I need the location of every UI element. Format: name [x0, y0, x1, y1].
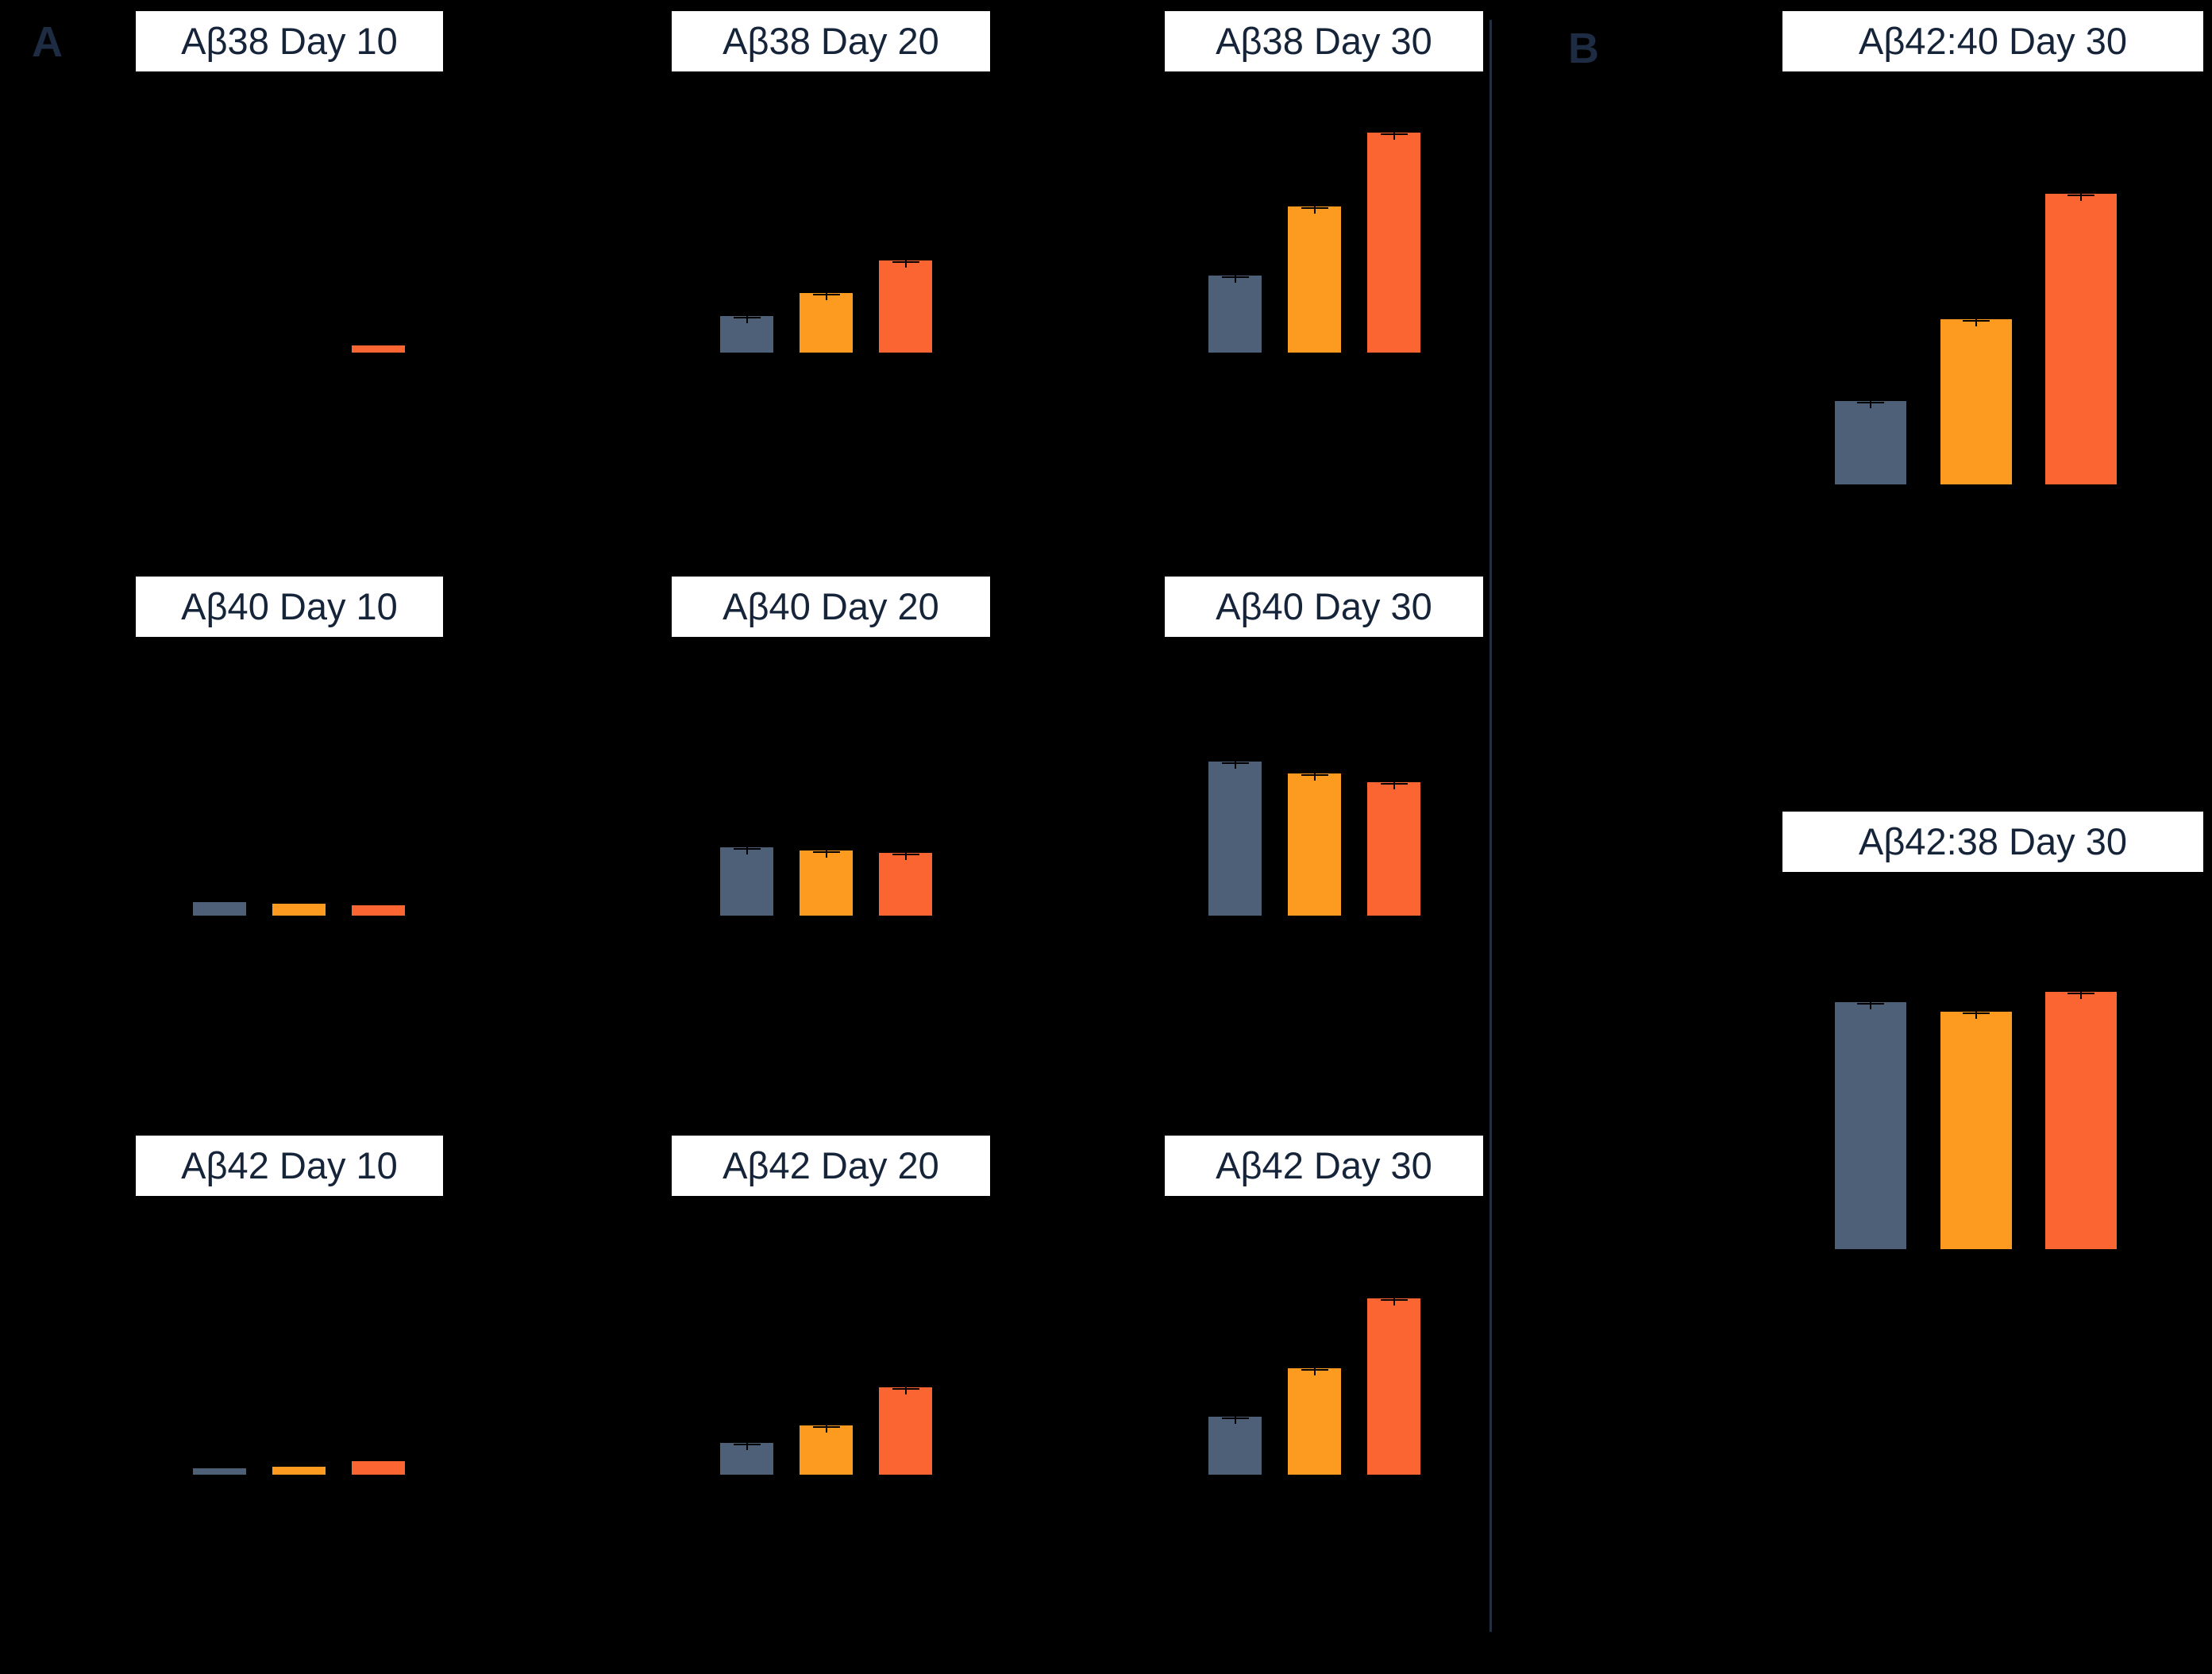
panel-title-ab38-day20: Aβ38 Day 20: [672, 11, 990, 71]
error-bar-cap: [812, 294, 840, 295]
error-bar-tick: [904, 853, 907, 860]
error-bar-cap: [1221, 1418, 1249, 1419]
error-bar-cap: [1963, 320, 1990, 322]
error-bar-tick: [825, 850, 827, 858]
panel-title-ab42-day10: Aβ42 Day 10: [136, 1136, 443, 1196]
error-bar-cap: [1301, 1369, 1328, 1371]
bar-red-orange-bar-panel4: [879, 853, 932, 916]
error-bar-tick: [1870, 1002, 1871, 1009]
error-bar-cap: [812, 1426, 840, 1428]
panel-title-ab38-day30: Aβ38 Day 30: [1165, 11, 1483, 71]
section-a-label: A: [32, 18, 63, 66]
error-bar-cap: [733, 1444, 761, 1445]
bar-slate-bar-panel1: [720, 316, 773, 353]
error-bar-tick: [1393, 133, 1395, 140]
panel-title-ab42-day20: Aβ42 Day 20: [672, 1136, 990, 1196]
error-bar-tick: [825, 1425, 827, 1433]
bar-slate-bar-panel10: [1835, 1002, 1906, 1249]
error-bar-tick: [1313, 206, 1316, 214]
section-b-label: B: [1568, 25, 1599, 72]
bar-orange-bar-panel7: [800, 1425, 853, 1475]
bar-orange-bar-panel5: [1288, 773, 1341, 916]
bar-slate-bar-panel7: [720, 1443, 773, 1475]
bar-red-orange-bar-panel5: [1367, 782, 1420, 916]
error-bar-tick: [1393, 1298, 1395, 1306]
error-bar-cap: [1301, 207, 1328, 209]
error-bar-tick: [2080, 992, 2082, 999]
panel-title-ab42-38-day30: Aβ42:38 Day 30: [1782, 812, 2203, 872]
section-divider: [1489, 20, 1492, 1632]
error-bar-tick: [825, 293, 827, 300]
error-bar-cap: [2067, 993, 2094, 994]
bar-slate-bar-panel2: [1208, 276, 1262, 353]
error-bar-tick: [746, 847, 748, 854]
panel-title-ab40-day20: Aβ40 Day 20: [672, 577, 990, 637]
error-bar-cap: [1221, 276, 1249, 278]
bar-orange-bar-panel10: [1940, 1012, 2012, 1249]
bar-slate-bar-panel4: [720, 847, 773, 916]
error-bar-tick: [1234, 762, 1236, 769]
bar-slate-bar-panel3: [193, 902, 246, 916]
bar-slate-bar-panel8: [1208, 1417, 1262, 1475]
error-bar-cap: [1380, 783, 1408, 785]
error-bar-tick: [1975, 1012, 1977, 1019]
error-bar-cap: [812, 851, 840, 853]
panel-title-ab38-day10: Aβ38 Day 10: [136, 11, 443, 71]
bar-red-orange-bar-panel6: [352, 1461, 405, 1475]
bar-red-orange-bar-panel0: [352, 345, 405, 353]
bar-orange-bar-panel4: [800, 850, 853, 916]
error-bar-tick: [904, 1387, 907, 1394]
error-bar-cap: [1857, 402, 1884, 403]
panel-title-ab42-40-day30: Aβ42:40 Day 30: [1782, 11, 2203, 71]
error-bar-cap: [1380, 133, 1408, 135]
error-bar-tick: [1393, 782, 1395, 789]
error-bar-cap: [1963, 1012, 1990, 1014]
error-bar-cap: [2067, 195, 2094, 196]
error-bar-cap: [1857, 1003, 1884, 1005]
bar-orange-bar-panel1: [800, 293, 853, 353]
error-bar-tick: [1313, 773, 1316, 781]
error-bar-cap: [1301, 774, 1328, 776]
error-bar-tick: [746, 1443, 748, 1450]
bar-orange-bar-panel9: [1940, 319, 2012, 484]
error-bar-cap: [892, 854, 919, 855]
bar-red-orange-bar-panel7: [879, 1387, 932, 1475]
error-bar-cap: [892, 1388, 919, 1390]
error-bar-cap: [1380, 1299, 1408, 1301]
bar-red-orange-bar-panel10: [2045, 992, 2117, 1249]
bar-orange-bar-panel6: [272, 1467, 326, 1475]
error-bar-cap: [733, 317, 761, 318]
error-bar-tick: [1313, 1368, 1316, 1375]
bar-red-orange-bar-panel1: [879, 260, 932, 353]
panel-title-ab42-day30: Aβ42 Day 30: [1165, 1136, 1483, 1196]
error-bar-tick: [2080, 194, 2082, 201]
error-bar-tick: [746, 316, 748, 323]
bar-orange-bar-panel8: [1288, 1368, 1341, 1475]
error-bar-tick: [1975, 319, 1977, 326]
error-bar-tick: [1870, 401, 1871, 408]
bar-slate-bar-panel5: [1208, 762, 1262, 916]
bar-slate-bar-panel6: [193, 1468, 246, 1475]
bar-red-orange-bar-panel3: [352, 905, 405, 916]
bar-orange-bar-panel2: [1288, 206, 1341, 353]
bar-orange-bar-panel3: [272, 904, 326, 916]
panel-title-ab40-day30: Aβ40 Day 30: [1165, 577, 1483, 637]
bar-red-orange-bar-panel2: [1367, 133, 1420, 353]
error-bar-cap: [733, 848, 761, 850]
error-bar-tick: [1234, 276, 1236, 283]
error-bar-tick: [1234, 1417, 1236, 1424]
bar-slate-bar-panel9: [1835, 401, 1906, 484]
bar-red-orange-bar-panel9: [2045, 194, 2117, 484]
panel-title-ab40-day10: Aβ40 Day 10: [136, 577, 443, 637]
error-bar-cap: [892, 261, 919, 263]
error-bar-tick: [904, 260, 907, 268]
bar-red-orange-bar-panel8: [1367, 1298, 1420, 1475]
error-bar-cap: [1221, 762, 1249, 764]
